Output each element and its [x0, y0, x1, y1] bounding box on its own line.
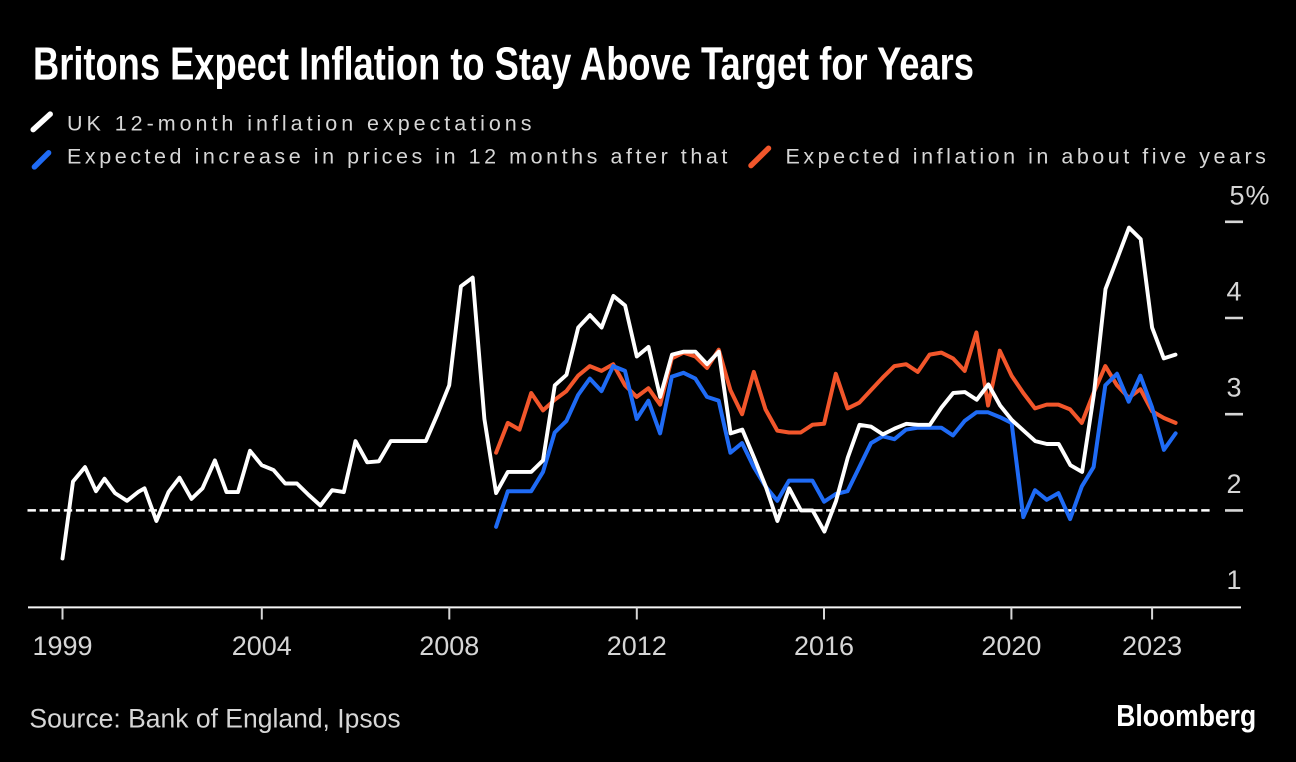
- svg-text:1999: 1999: [32, 631, 92, 661]
- svg-text:2008: 2008: [419, 631, 479, 661]
- svg-text:Source: Bank of England, Ipsos: Source: Bank of England, Ipsos: [29, 704, 400, 734]
- svg-text:2012: 2012: [607, 631, 667, 661]
- svg-text:2020: 2020: [981, 631, 1041, 661]
- svg-text:Britons Expect Inflation to St: Britons Expect Inflation to Stay Above T…: [33, 38, 974, 90]
- svg-text:1: 1: [1226, 565, 1241, 595]
- svg-text:Expected inflation in about fi: Expected inflation in about five years: [786, 144, 1270, 168]
- svg-text:UK 12-month inflation expectat: UK 12-month inflation expectations: [67, 111, 535, 135]
- svg-text:2004: 2004: [232, 631, 292, 661]
- svg-text:2016: 2016: [794, 631, 854, 661]
- svg-text:3: 3: [1226, 373, 1241, 403]
- svg-text:Expected increase in prices in: Expected increase in prices in 12 months…: [67, 144, 731, 168]
- svg-text:4: 4: [1226, 277, 1241, 307]
- svg-text:5%: 5%: [1230, 180, 1271, 210]
- svg-text:2023: 2023: [1122, 631, 1182, 661]
- svg-text:2: 2: [1226, 469, 1241, 499]
- svg-text:Bloomberg: Bloomberg: [1116, 699, 1256, 733]
